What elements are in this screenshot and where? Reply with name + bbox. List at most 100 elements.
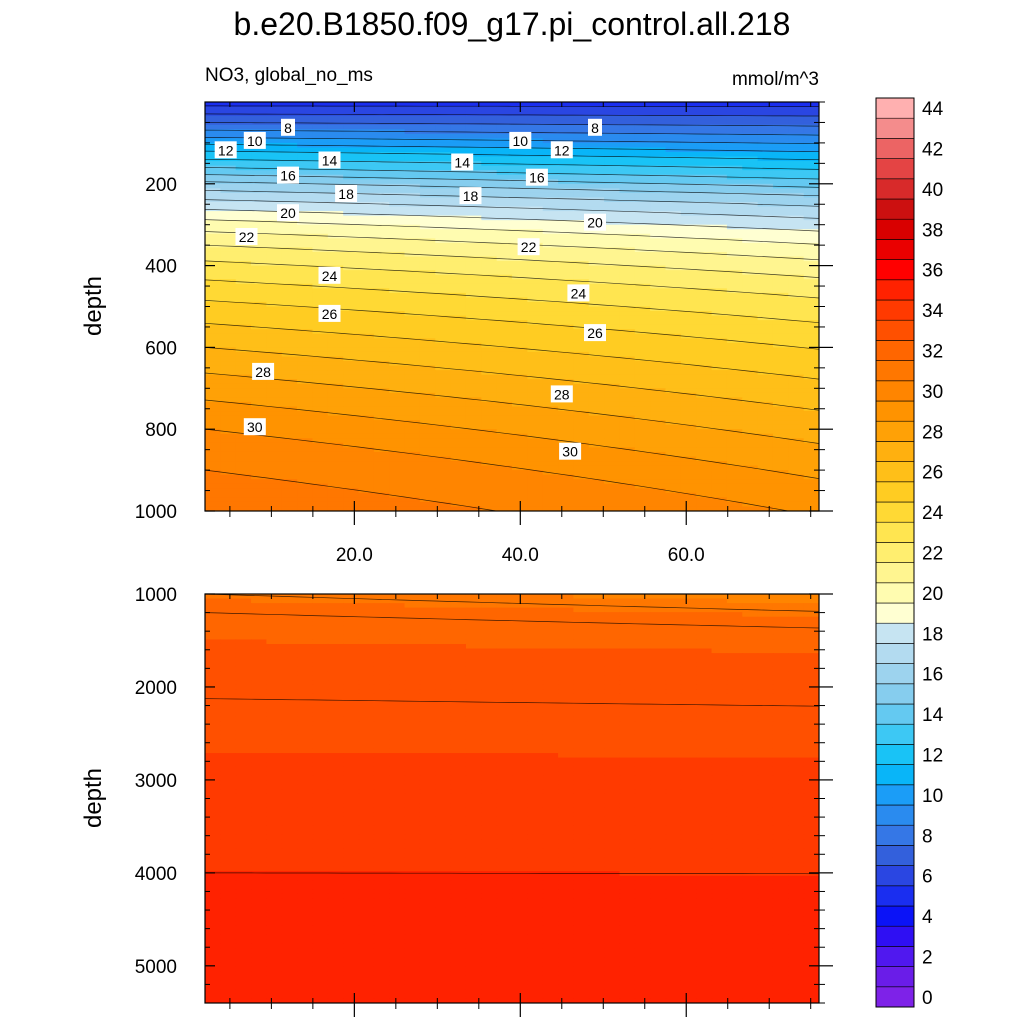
colorbar-swatch: [875, 521, 915, 543]
colorbar: 0246810121416182022242628303234363840424…: [875, 97, 944, 1009]
contour-label-box: [277, 204, 299, 222]
contour-label-box: [559, 442, 582, 460]
colorbar-tick-label: 14: [922, 705, 944, 726]
colorbar-swatch: [875, 925, 915, 947]
colorbar-tick-label: 18: [922, 624, 943, 645]
contour-line: [205, 122, 819, 127]
y-tick-label: 200: [145, 175, 177, 196]
colorbar-swatch: [875, 158, 915, 180]
colorbar-tick-label: 24: [922, 503, 944, 524]
upper-y-axis-label: depth: [80, 276, 107, 336]
colorbar-tick-label: 22: [922, 544, 943, 565]
contour-label: 16: [280, 168, 296, 184]
colorbar-tick-label: 38: [922, 220, 943, 241]
colorbar-swatch: [875, 380, 915, 402]
contour-line: [205, 322, 819, 380]
upper-contour-labels: 8 8 10 10 12 12 14 14 16 16 18 18 20 20 22 22 24 24 26 26 28…: [214, 118, 606, 460]
colorbar-swatch: [875, 582, 915, 604]
lower-contour-fill: [205, 594, 819, 1003]
contour-label: 20: [280, 205, 296, 221]
upper-contour-fill: [205, 102, 819, 511]
contour-label-box: [509, 131, 532, 149]
contour-label: 22: [521, 239, 537, 255]
colorbar-tick-label: 36: [922, 261, 943, 282]
upper-axis-ticks: 200 400 600 800 1000 20.0 40.0 60.0: [135, 101, 833, 566]
colorbar-tick-label: 20: [922, 584, 943, 605]
contour-label-box: [550, 385, 573, 403]
contour-label: 14: [454, 155, 470, 171]
colorbar-swatch: [875, 784, 915, 806]
colorbar-swatch: [875, 824, 915, 846]
y-tick-label: 1000: [135, 585, 177, 606]
colorbar-swatch: [875, 400, 915, 422]
contour-label-box: [281, 118, 295, 136]
variable-label: NO3, global_no_ms: [205, 65, 373, 86]
contour-line: [205, 428, 789, 511]
contour-label-box: [584, 324, 606, 342]
upper-panel: 8 8 10 10 12 12 14 14 16 16 18 18 20 20 22 22 24 24 26 26 28…: [80, 101, 833, 566]
contour-line: [205, 181, 819, 197]
colorbar-tick-label: 44: [922, 99, 944, 120]
colorbar-tick-label: 40: [922, 180, 943, 201]
contour-line: [205, 167, 819, 180]
contour-label: 10: [513, 133, 529, 149]
contour-label: 12: [218, 142, 234, 158]
colorbar-swatch: [875, 97, 915, 119]
colorbar-swatch: [875, 643, 915, 664]
contour-line: [205, 300, 819, 350]
colorbar-swatch: [875, 441, 915, 462]
contour-line: [205, 174, 819, 188]
colorbar-swatch: [875, 138, 915, 159]
lower-contour-lines: [205, 594, 819, 875]
x-tick-label: 60.0: [668, 545, 705, 566]
colorbar-swatch: [875, 723, 915, 745]
contour-line: [205, 399, 819, 479]
colorbar-swatch: [875, 663, 915, 685]
colorbar-swatch: [875, 259, 915, 281]
colorbar-swatch: [875, 420, 915, 442]
colorbar-swatch: [875, 501, 915, 523]
colorbar-swatch: [875, 239, 915, 260]
colorbar-swatch: [875, 602, 915, 624]
contour-label-box: [335, 185, 358, 202]
upper-contour-lines: [205, 105, 819, 511]
colorbar-swatch: [875, 360, 915, 382]
contour-label-box: [318, 266, 341, 284]
colorbar-swatch: [875, 319, 915, 341]
x-tick-label: 40.0: [502, 545, 539, 566]
colorbar-tick-label: 4: [922, 907, 933, 928]
colorbar-swatch: [875, 481, 915, 503]
colorbar-swatch: [875, 117, 915, 139]
colorbar-swatch: [875, 744, 915, 765]
contour-label-box: [550, 141, 573, 159]
contour-label: 18: [338, 186, 354, 202]
contour-label-box: [252, 362, 275, 380]
contour-label: 22: [239, 229, 255, 245]
contour-label-box: [318, 151, 341, 169]
contour-label: 26: [587, 325, 603, 341]
colorbar-swatch: [875, 340, 915, 361]
contour-line: [205, 347, 819, 411]
contour-label: 30: [247, 419, 263, 435]
contour-label: 8: [284, 120, 292, 136]
colorbar-swatch: [875, 683, 915, 705]
colorbar-swatch: [875, 562, 915, 584]
contour-label: 8: [591, 120, 599, 136]
contour-label-box: [214, 141, 237, 159]
contour-label: 12: [554, 142, 570, 158]
contour-line: [205, 105, 819, 107]
contour-label: 16: [529, 170, 545, 186]
contour-label-box: [243, 418, 266, 436]
contour-label: 10: [247, 133, 263, 149]
colorbar-swatch: [875, 845, 915, 866]
contour-label-box: [451, 153, 474, 171]
colorbar-tick-label: 28: [922, 422, 943, 443]
colorbar-tick-label: 6: [922, 867, 933, 888]
colorbar-tick-label: 30: [922, 382, 943, 403]
colorbar-swatch: [875, 461, 915, 483]
y-tick-label: 600: [145, 338, 177, 359]
colorbar-swatch: [875, 966, 915, 988]
lower-y-axis-label: depth: [80, 768, 107, 828]
y-tick-label: 400: [145, 257, 177, 278]
